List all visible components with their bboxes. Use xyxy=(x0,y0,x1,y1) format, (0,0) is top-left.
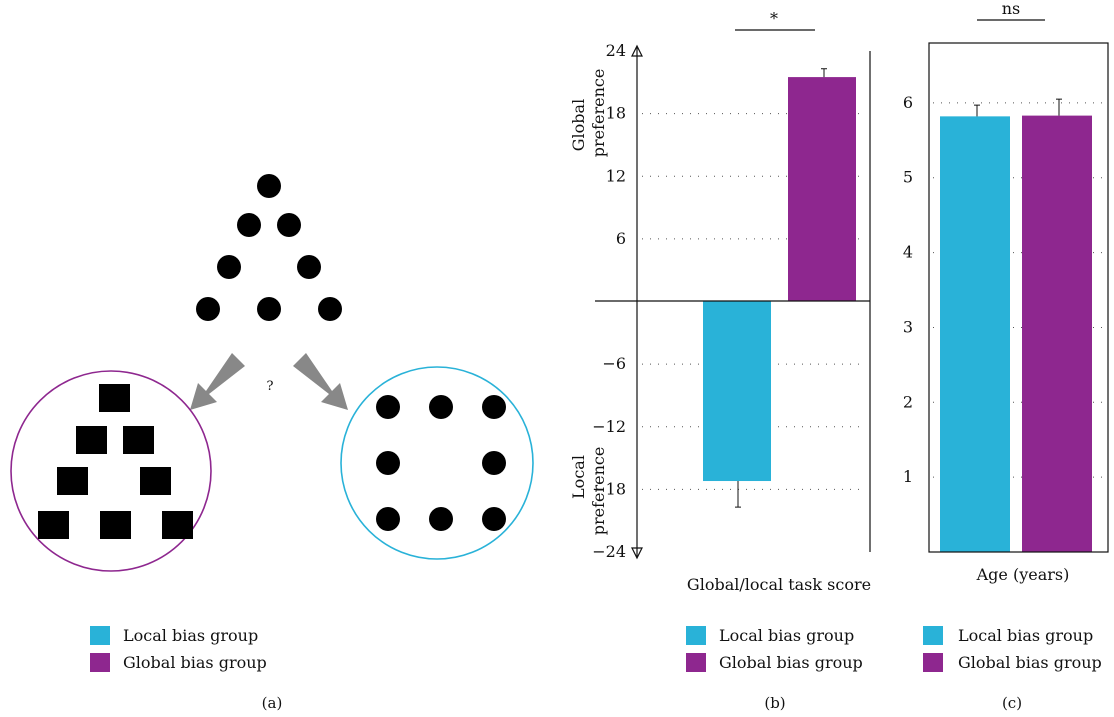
ylabel-global-line2: preference xyxy=(589,69,608,158)
square xyxy=(99,384,130,412)
dot xyxy=(237,213,261,237)
bar-global xyxy=(1022,115,1092,552)
y-tick-label: 12 xyxy=(606,166,626,185)
caption-b: (b) xyxy=(764,694,785,712)
y-tick-label: 24 xyxy=(606,41,626,60)
significance-b: * xyxy=(770,9,778,28)
legend-swatch-local xyxy=(923,626,943,645)
y-axis-arrow-top xyxy=(631,44,643,57)
ylabel-local-line1: Local xyxy=(569,455,588,499)
dot xyxy=(376,451,400,475)
dot xyxy=(376,395,400,419)
legend-label-local: Local bias group xyxy=(958,626,1093,645)
square xyxy=(100,511,131,539)
global-figure-dots xyxy=(196,174,342,321)
legend-label-global: Global bias group xyxy=(958,653,1102,672)
caption-c: (c) xyxy=(1002,694,1022,712)
square xyxy=(38,511,69,539)
y-tick-label: −6 xyxy=(602,354,626,373)
bars-b xyxy=(703,77,856,482)
y-tick-label: 6 xyxy=(903,93,913,112)
square xyxy=(123,426,154,454)
dot xyxy=(376,507,400,531)
y-tick-label: −18 xyxy=(592,479,626,498)
y-tick-label: 3 xyxy=(903,317,913,336)
caption-a: (a) xyxy=(262,694,283,712)
dot xyxy=(257,297,281,321)
square xyxy=(76,426,107,454)
dot xyxy=(318,297,342,321)
legend-swatch-global xyxy=(90,653,110,672)
legend-swatch-global xyxy=(686,653,706,672)
legend-label-local: Local bias group xyxy=(123,626,258,645)
error-bars-b xyxy=(735,68,827,508)
y-axis-arrow-bottom xyxy=(631,547,643,560)
dot xyxy=(482,395,506,419)
legend-a: Local bias group Global bias group xyxy=(90,626,267,672)
right-option-circle xyxy=(340,366,534,560)
y-tick-labels-c: 6 5 4 3 2 1 xyxy=(903,93,913,486)
y-tick-label: 2 xyxy=(903,392,913,411)
legend-swatch-local xyxy=(90,626,110,645)
legend-label-global: Global bias group xyxy=(719,653,863,672)
xlabel-c: Age (years) xyxy=(976,565,1070,584)
panel-a: ? Local bias group G xyxy=(10,174,534,712)
dot xyxy=(429,507,453,531)
dot xyxy=(257,174,281,198)
y-tick-label: −12 xyxy=(592,417,626,436)
panel-b: 24 18 12 6 −6 −12 −18 −24 Global preference Loc… xyxy=(569,9,871,712)
arrow-left xyxy=(190,353,245,410)
y-tick-label: 5 xyxy=(903,168,913,187)
y-tick-label: −24 xyxy=(592,542,626,561)
y-tick-label: 6 xyxy=(616,229,626,248)
ylabel-global-line1: Global xyxy=(569,99,588,151)
dot xyxy=(196,297,220,321)
significance-c: ns xyxy=(1002,0,1021,18)
arrow-right xyxy=(293,353,348,410)
panel-c: 6 5 4 3 2 1 ns Age (years) Local bias group G… xyxy=(903,0,1109,712)
dot xyxy=(277,213,301,237)
legend-swatch-local xyxy=(686,626,706,645)
error-bars-c xyxy=(974,98,1062,117)
y-tick-label: 4 xyxy=(903,243,913,262)
bar-local xyxy=(703,301,771,482)
square xyxy=(57,467,88,495)
legend-swatch-global xyxy=(923,653,943,672)
dot xyxy=(482,507,506,531)
dot xyxy=(429,395,453,419)
dot xyxy=(217,255,241,279)
bar-local xyxy=(940,116,1010,552)
left-option-circle xyxy=(10,370,212,572)
xlabel-b: Global/local task score xyxy=(687,575,871,594)
dot xyxy=(297,255,321,279)
legend-label-local: Local bias group xyxy=(719,626,854,645)
y-tick-labels-b: 24 18 12 6 −6 −12 −18 −24 xyxy=(592,41,626,561)
square xyxy=(162,511,193,539)
legend-c: Local bias group Global bias group xyxy=(923,626,1102,672)
bar-global xyxy=(788,77,856,302)
bars-c xyxy=(940,115,1092,552)
legend-label-global: Global bias group xyxy=(123,653,267,672)
square xyxy=(140,467,171,495)
frame-c xyxy=(928,42,1109,553)
ylabel-local-line2: preference xyxy=(589,447,608,536)
dot xyxy=(482,451,506,475)
legend-b: Local bias group Global bias group xyxy=(686,626,863,672)
y-tick-label: 18 xyxy=(606,104,626,123)
y-tick-label: 1 xyxy=(903,467,913,486)
question-mark: ? xyxy=(267,379,274,394)
